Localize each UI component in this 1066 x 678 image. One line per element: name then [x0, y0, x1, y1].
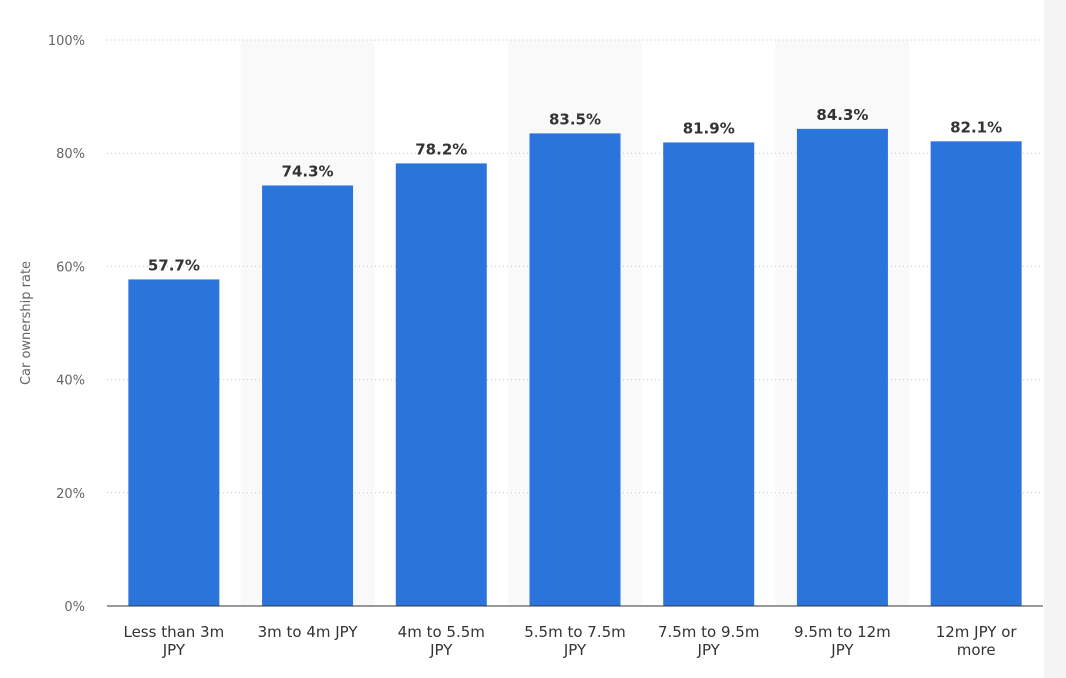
y-tick-label: 80%: [56, 147, 85, 162]
data-label: 81.9%: [683, 119, 735, 137]
x-tick-label: 3m to 4m JPY: [258, 623, 359, 641]
data-label: 74.3%: [282, 162, 334, 180]
y-tick-label: 100%: [48, 34, 85, 49]
x-tick-label: Less than 3m JPY: [123, 623, 224, 659]
y-tick-label: 40%: [56, 374, 85, 389]
y-tick-label: 20%: [56, 487, 85, 502]
x-tick-label: 7.5m to 9.5m JPY: [658, 623, 760, 659]
bar[interactable]: [930, 141, 1022, 606]
bar[interactable]: [262, 185, 354, 606]
x-tick-label: 9.5m to 12m JPY: [794, 623, 891, 659]
y-tick-labels: 0% 20% 40% 60% 80% 100%: [48, 34, 85, 615]
data-label: 82.1%: [950, 118, 1002, 136]
data-label: 57.7%: [148, 256, 200, 274]
x-tick-label: 5.5m to 7.5m JPY: [524, 623, 626, 659]
bar[interactable]: [796, 128, 888, 606]
bar[interactable]: [663, 142, 755, 607]
bar[interactable]: [529, 133, 621, 606]
x-tick-label: 4m to 5.5m JPY: [398, 623, 485, 659]
bar[interactable]: [128, 279, 220, 606]
y-axis-title: Car ownership rate: [19, 261, 34, 385]
data-label: 84.3%: [816, 106, 868, 124]
category-labels: Less than 3m JPY 3m to 4m JPY 4m to 5.5m JPY…: [123, 623, 1017, 659]
y-tick-label: 60%: [56, 260, 85, 275]
data-label: 78.2%: [415, 140, 467, 158]
right-scroll-rail: [1044, 0, 1066, 678]
y-tick-label: 0%: [64, 600, 85, 615]
x-tick-label: 12m JPY or more: [936, 623, 1018, 659]
bar[interactable]: [395, 163, 487, 606]
data-label: 83.5%: [549, 110, 601, 128]
data-labels: 57.7% 74.3% 78.2% 83.5% 81.9% 84.3% 82.1%: [148, 106, 1002, 275]
bars: [128, 128, 1022, 607]
